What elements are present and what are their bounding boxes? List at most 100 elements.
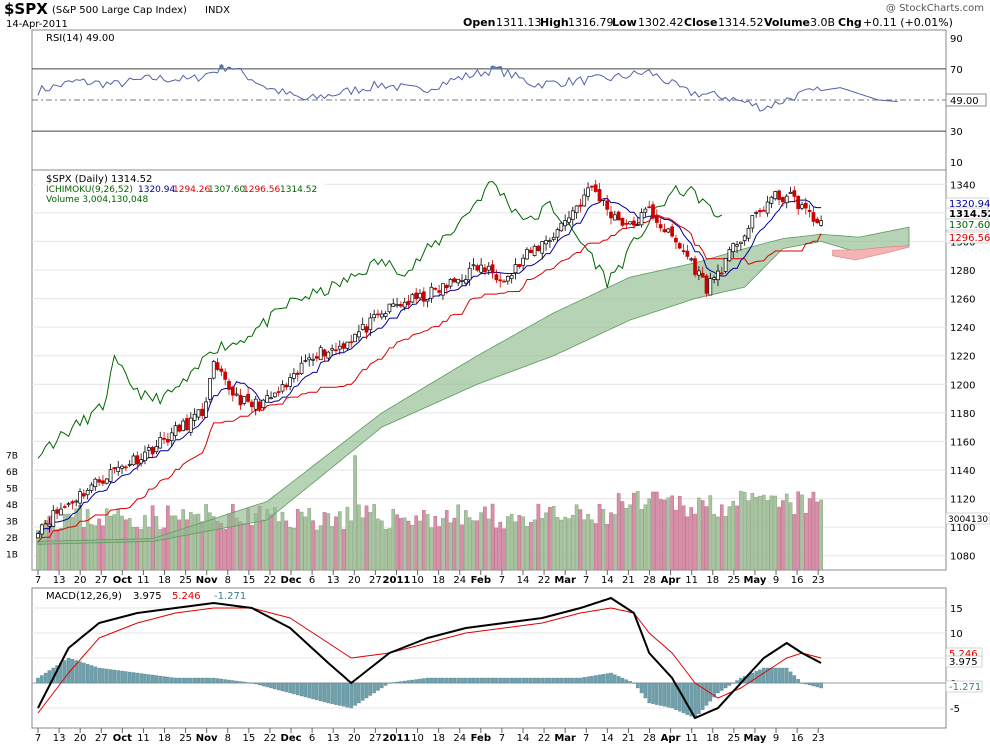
candle-body — [773, 191, 778, 200]
macd-hist-bar — [36, 677, 40, 684]
candle-body — [158, 436, 163, 449]
candle-body — [219, 368, 224, 372]
candle-body — [582, 194, 587, 207]
volume-bar — [410, 525, 415, 571]
volume-bar — [536, 503, 541, 571]
candle-body — [639, 212, 644, 226]
macd-hist-bar — [590, 675, 594, 684]
candle-body — [719, 272, 724, 275]
candle-body — [448, 279, 453, 287]
macd-hist-bar — [777, 667, 781, 684]
candle-body — [513, 264, 518, 274]
candle-body — [334, 349, 338, 352]
candle-body — [120, 465, 124, 469]
date-tick-27: 27 — [369, 733, 382, 744]
candle-body — [456, 278, 461, 284]
date-tick-7: 7 — [499, 733, 505, 744]
volume-bar — [188, 512, 193, 571]
macd-hist-bar — [139, 673, 143, 684]
low-value: 1302.42 — [638, 16, 684, 29]
volume-bar — [284, 520, 289, 571]
candle-body — [803, 202, 808, 209]
macd-hist-bar — [666, 682, 671, 708]
macd-hist-bar — [177, 677, 182, 684]
macd-hist-bar — [181, 677, 185, 684]
date-tick-Oct: Oct — [113, 575, 132, 586]
date-tick-11: 11 — [137, 575, 150, 586]
chg-label: Chg — [838, 16, 862, 29]
volume-bar — [800, 494, 804, 571]
candle-body — [467, 267, 472, 281]
candle-body — [723, 258, 728, 272]
macd-hist-bar — [536, 677, 541, 684]
macd-hist-bar — [819, 682, 823, 689]
macd-hist-bar — [127, 671, 132, 684]
candle-body — [47, 523, 52, 527]
macd-hist-bar — [246, 682, 250, 684]
candle-body — [192, 413, 197, 421]
macd-hist-bar — [196, 677, 201, 684]
date-tick-11: 11 — [137, 733, 150, 744]
date-tick-24: 24 — [453, 575, 466, 586]
volume-tick-5B: 5B — [6, 485, 18, 495]
macd-hist-bar — [624, 679, 629, 684]
macd-hist-bar — [345, 682, 350, 708]
close-value: 1314.52 — [718, 16, 764, 29]
macd-hist-bar — [525, 677, 529, 684]
macd-hist-bar — [341, 682, 346, 707]
macd-hist-bar — [143, 673, 147, 684]
volume-bar — [433, 516, 438, 571]
volume-bar — [452, 517, 457, 571]
volume-bar — [219, 523, 224, 571]
tenkan-line — [37, 197, 822, 534]
date-tick-2011: 2011 — [383, 733, 411, 744]
candle-body — [800, 204, 804, 209]
candle-body — [89, 484, 94, 491]
candle-body — [253, 398, 258, 410]
price-tick-1240: 1240 — [950, 323, 975, 334]
date-tick-14: 14 — [601, 733, 614, 744]
candle-body — [777, 190, 781, 200]
volume-bar — [719, 504, 724, 571]
candle-body — [357, 331, 361, 338]
macd-hist-bar — [257, 682, 262, 686]
volume-bar — [532, 519, 537, 571]
volume-bar — [655, 491, 659, 571]
volume-bar — [387, 528, 392, 571]
price-title: $SPX (Daily) 1314.52 — [46, 174, 152, 185]
macd-hist-bar — [334, 682, 338, 705]
volume-bar — [456, 504, 461, 571]
volume-bar — [399, 518, 403, 571]
macd-hist-bar — [544, 677, 548, 684]
date-tick-Apr: Apr — [661, 733, 681, 744]
candle-body — [399, 303, 403, 307]
macd-hist-bar — [804, 682, 808, 685]
candle-body — [536, 245, 541, 252]
volume-bar — [769, 495, 774, 571]
candle-body — [230, 386, 235, 396]
candle-body — [414, 292, 419, 300]
macd-hist-bar — [253, 682, 258, 685]
volume-bar — [609, 512, 613, 571]
volume-bar — [804, 513, 808, 571]
candle-body — [643, 208, 648, 213]
macd-hist-bar — [678, 682, 682, 712]
candle-body — [345, 341, 350, 349]
volume-bar — [280, 511, 285, 571]
volume-bar — [635, 491, 640, 571]
candle-body — [215, 362, 220, 370]
macd-tick-15: 15 — [950, 604, 963, 615]
macd-hist-bar — [418, 678, 422, 684]
volume-label: Volume — [764, 16, 810, 29]
macd-hist-bar — [532, 677, 537, 684]
volume-bar — [208, 512, 212, 571]
volume-bar — [750, 493, 755, 571]
candle-body — [593, 184, 598, 192]
date-tick-18: 18 — [706, 733, 719, 744]
candle-body — [433, 288, 438, 290]
date-tick-28: 28 — [643, 575, 656, 586]
date-tick-25: 25 — [179, 733, 192, 744]
macd-hist-bar — [116, 670, 120, 684]
volume-bar — [124, 519, 128, 571]
candle-body — [246, 393, 250, 402]
